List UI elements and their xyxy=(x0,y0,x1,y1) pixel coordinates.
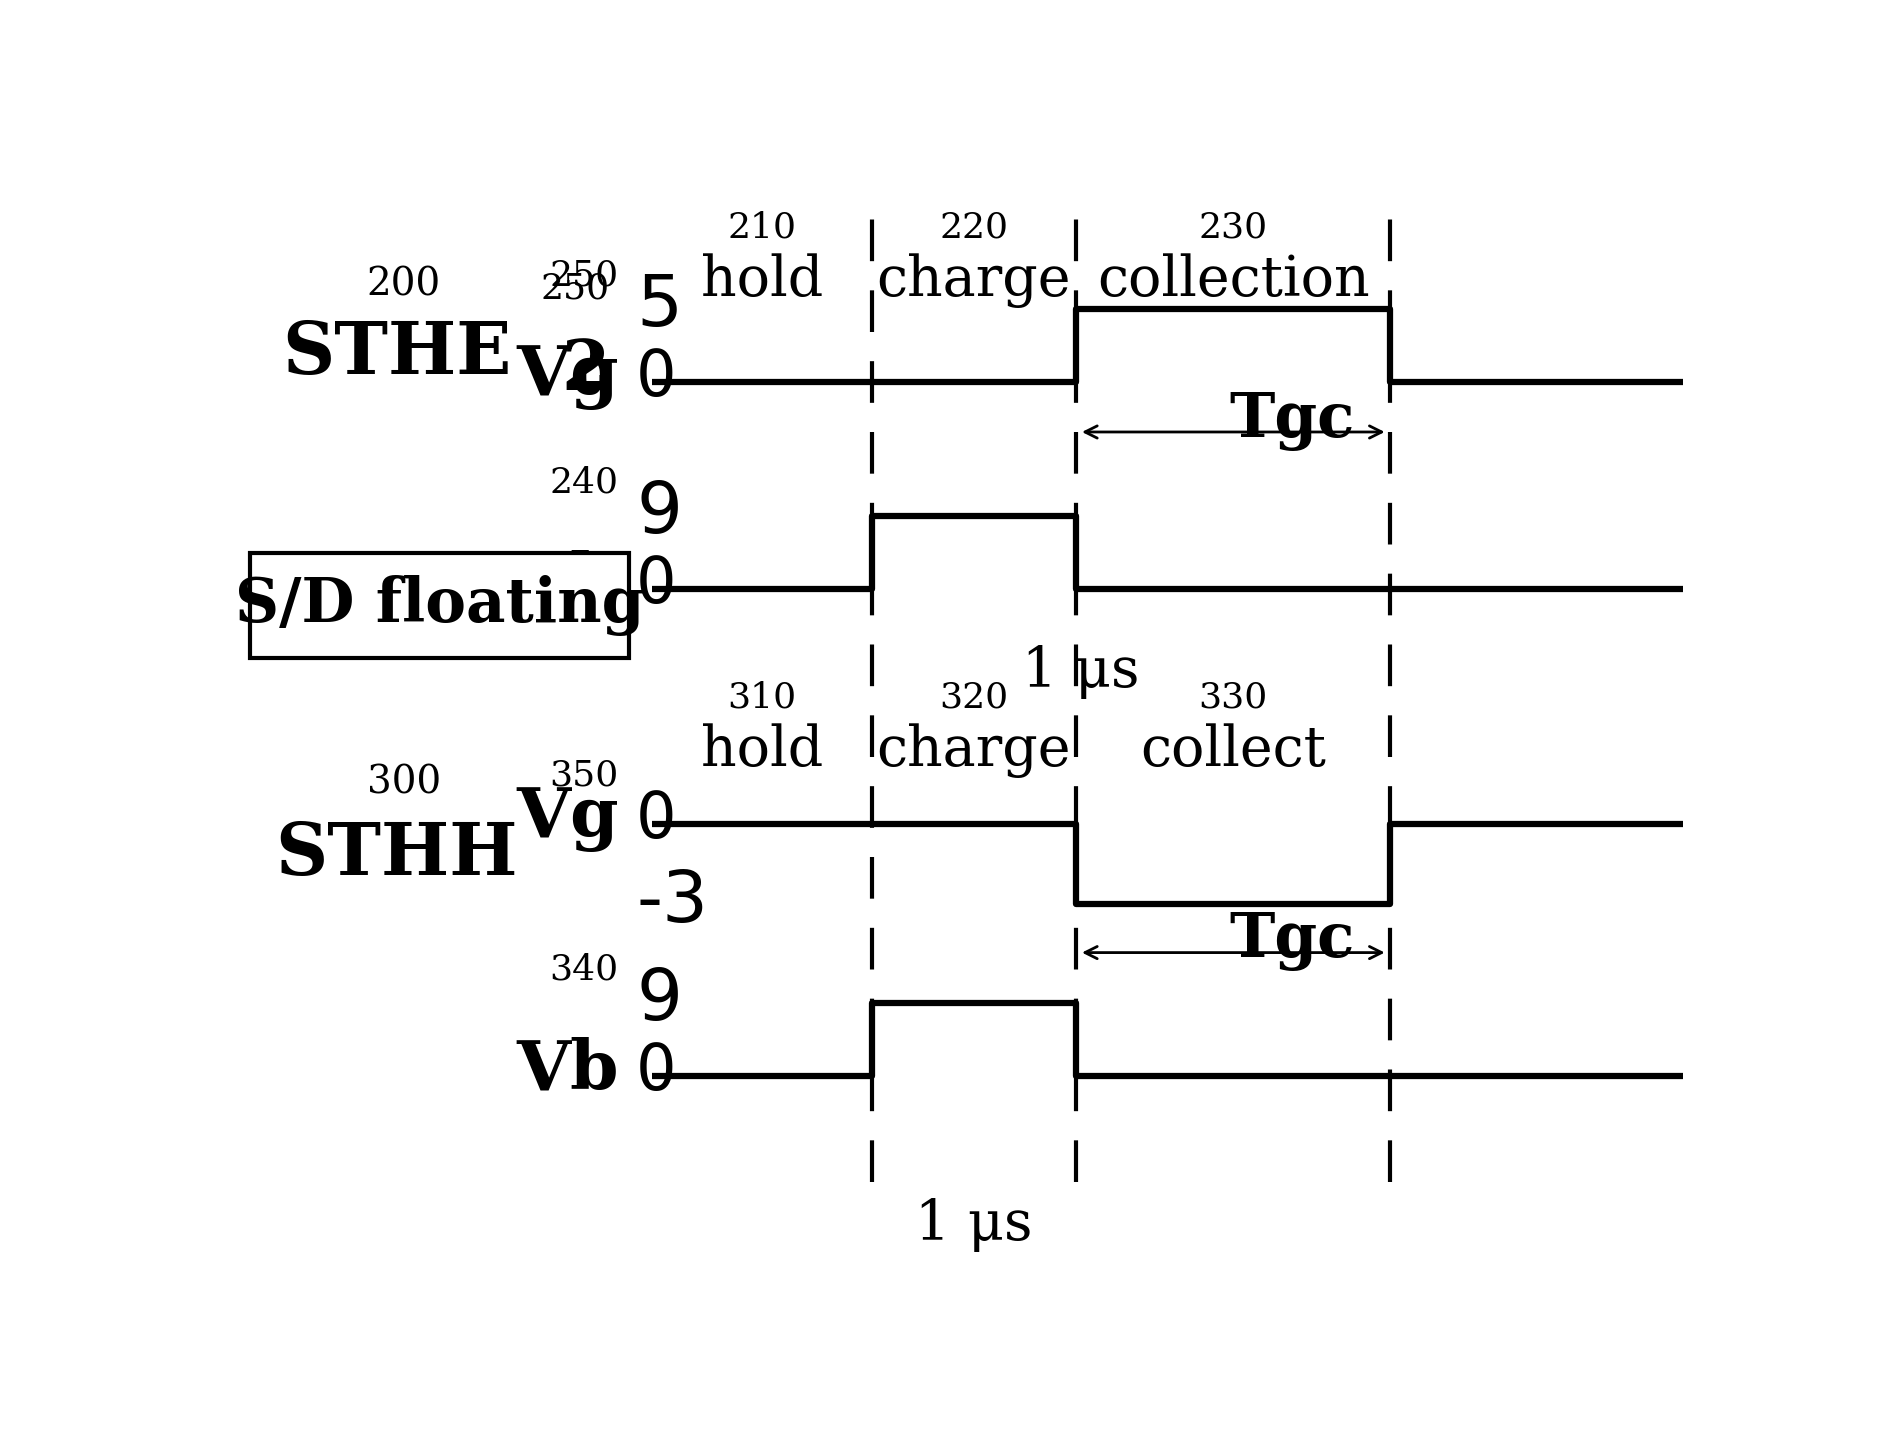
FancyBboxPatch shape xyxy=(251,553,628,659)
Text: 9: 9 xyxy=(636,967,683,1035)
Text: collect: collect xyxy=(1141,723,1326,778)
Text: Tgc: Tgc xyxy=(1230,912,1354,971)
Text: 1 μs: 1 μs xyxy=(915,1197,1034,1252)
Text: 330: 330 xyxy=(1199,680,1267,714)
Text: Vb: Vb xyxy=(517,550,619,616)
Text: 5: 5 xyxy=(636,272,683,342)
Text: hold: hold xyxy=(702,723,822,778)
Text: 240: 240 xyxy=(549,465,619,499)
Text: 320: 320 xyxy=(939,680,1009,714)
Text: 300: 300 xyxy=(366,765,441,801)
Text: Vb: Vb xyxy=(517,1037,619,1104)
Text: hold: hold xyxy=(702,253,822,308)
Text: Vg: Vg xyxy=(517,785,619,852)
Text: 220: 220 xyxy=(939,211,1009,244)
Text: 2: 2 xyxy=(562,337,609,404)
Text: 0: 0 xyxy=(636,554,677,616)
Text: 1 μs: 1 μs xyxy=(1022,644,1139,699)
Text: -3: -3 xyxy=(636,868,709,936)
Text: charge: charge xyxy=(877,723,1071,778)
Text: 250: 250 xyxy=(541,272,609,305)
Text: STHE: STHE xyxy=(281,318,511,390)
Text: 210: 210 xyxy=(728,211,796,244)
Text: 9: 9 xyxy=(636,480,683,548)
Text: 200: 200 xyxy=(366,266,441,304)
Text: STHH: STHH xyxy=(275,819,519,890)
Text: Vg: Vg xyxy=(517,343,619,410)
Text: collection: collection xyxy=(1098,253,1369,308)
Text: 0: 0 xyxy=(636,790,677,852)
Text: 250: 250 xyxy=(549,257,619,292)
Text: S/D floating: S/D floating xyxy=(236,574,645,635)
Text: charge: charge xyxy=(877,253,1071,308)
Text: 350: 350 xyxy=(549,759,619,792)
Text: 0: 0 xyxy=(636,1041,677,1104)
Text: 230: 230 xyxy=(1199,211,1267,244)
Text: 310: 310 xyxy=(728,680,796,714)
Text: Tgc: Tgc xyxy=(1230,391,1354,451)
Text: 340: 340 xyxy=(549,952,619,986)
Text: 0: 0 xyxy=(636,348,677,409)
